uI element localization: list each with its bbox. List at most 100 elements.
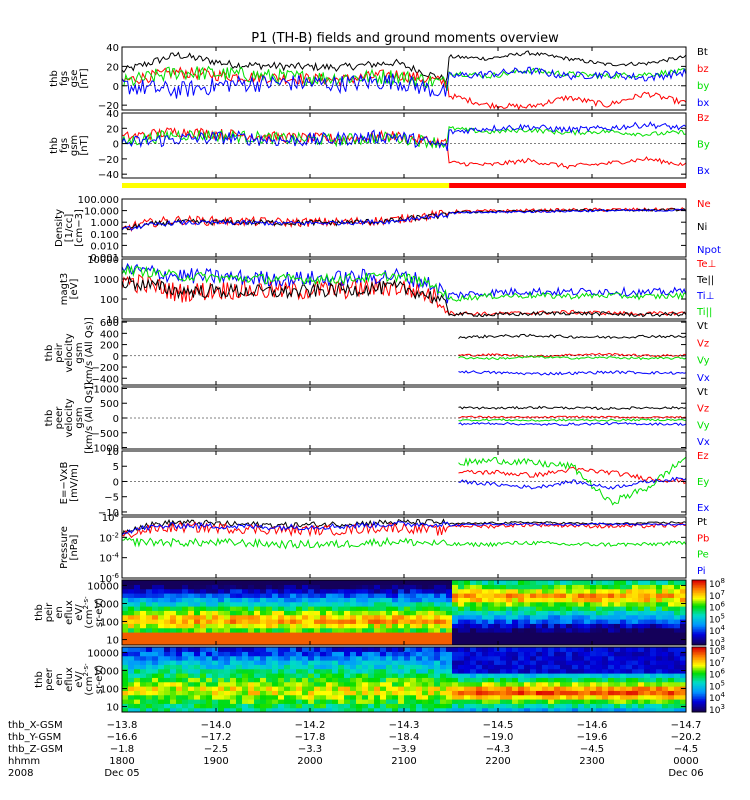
chart-title: P1 (TH-B) fields and ground moments over… <box>251 31 559 46</box>
x-axis-value: 2300 <box>579 756 604 767</box>
legend-entry: Bz <box>697 113 709 124</box>
legend-entry: Vz <box>697 404 709 415</box>
legend-entry: Pb <box>697 533 709 544</box>
colorbar-frame <box>691 579 707 646</box>
series-line-Vt <box>458 405 686 411</box>
spectrogram-image <box>122 647 686 712</box>
x-axis-value: −4.5 <box>580 744 604 755</box>
x-axis-value: −14.3 <box>389 720 420 731</box>
x-axis-value: −4.5 <box>674 744 698 755</box>
y-axis-label: E=−VxB <box>59 462 70 505</box>
y-axis-label: magt3 <box>59 273 70 306</box>
y-tick-label: −20 <box>98 155 119 166</box>
legend-entry: By <box>697 140 710 151</box>
x-axis-value: −13.8 <box>107 720 138 731</box>
y-axis-label: [cm−3] <box>74 209 85 247</box>
status-bar-segment <box>122 183 450 188</box>
x-axis-value: −14.5 <box>483 720 514 731</box>
y-tick-label: 0.100 <box>90 230 119 241</box>
series-group <box>458 405 686 427</box>
legend-entry: Ti|| <box>696 307 712 318</box>
legend-entry: Vy <box>697 420 710 431</box>
y-axis-label: eV/ <box>74 604 85 621</box>
series-line-Ne <box>122 206 686 233</box>
legend-entry: Vt <box>697 387 708 398</box>
y-axis-label: velocity <box>64 333 75 372</box>
y-tick-label: −20 <box>98 101 119 112</box>
y-axis-label: eflux <box>64 600 75 625</box>
x-axis-row-label: thb_Z-GSM <box>8 744 63 755</box>
y-axis-label: thb <box>34 671 45 688</box>
series-line-Te <box>122 273 686 317</box>
y-tick-label: 0 <box>113 352 119 363</box>
y-tick-label: 20 <box>106 62 119 73</box>
legend-entry: Te⊥ <box>696 259 716 270</box>
series-line-Ni <box>122 208 686 231</box>
legend-entry: Vx <box>697 437 710 448</box>
y-axis-label: gsm <box>74 342 85 363</box>
x-axis-value: −14.0 <box>201 720 232 731</box>
series-line-bz <box>122 66 686 110</box>
x-axis-value: −18.4 <box>389 732 420 743</box>
series-line-Vy <box>458 418 686 422</box>
series-line-Vx <box>458 370 686 376</box>
y-tick-label: 0.001 <box>90 253 119 264</box>
x-axis-value: −16.6 <box>107 732 138 743</box>
y-axis-label: peer <box>54 406 65 430</box>
y-tick-label: 10 <box>106 315 119 326</box>
legend-entry: Vt <box>697 321 708 332</box>
y-tick-label: 10 <box>106 703 119 714</box>
x-axis-value: 1900 <box>203 756 228 767</box>
y-tick-label: 1000 <box>94 599 119 610</box>
y-tick-label: −400 <box>92 374 119 385</box>
legend-entry: Vz <box>697 338 709 349</box>
legend-entry: Ni <box>697 222 707 233</box>
panel-peer_velocity: Vt Vz Vy Vx 1000 500 0 −500 −1000 thb peer velocity… <box>44 382 710 454</box>
y-axis-label: Pressure <box>59 526 70 569</box>
y-axis-label: gsm <box>74 407 85 428</box>
legend-entry: Pi <box>697 566 706 577</box>
y-tick-label: 1000 <box>94 384 119 395</box>
y-axis-label: sr-eV) <box>94 598 105 627</box>
x-axis-row-label: thb_Y-GSM <box>8 732 61 743</box>
legend-entry: Bt <box>697 47 708 58</box>
x-axis-value: −20.2 <box>671 732 702 743</box>
y-tick-label: 10000 <box>87 255 119 266</box>
y-tick-label: −1000 <box>85 444 119 455</box>
y-axis-label: gse <box>69 70 80 88</box>
x-axis-value: −17.2 <box>201 732 232 743</box>
y-tick-label: 100 <box>102 511 119 524</box>
y-tick-label: 10000 <box>87 581 119 592</box>
y-tick-label: 100.000 <box>78 195 119 206</box>
y-axis-label: [km/s (All Qs)] <box>84 382 95 454</box>
series-line-Vx <box>458 421 686 427</box>
y-axis-label: peer <box>44 667 55 691</box>
y-tick-label: 1000 <box>94 275 119 286</box>
x-axis-value: 0000 <box>673 756 698 767</box>
y-tick-label: 0 <box>113 82 119 93</box>
y-tick-label: 0 <box>113 414 119 425</box>
legend-entry: Pt <box>697 517 707 528</box>
y-axis-label: [km/s (All Qs)] <box>84 317 95 389</box>
y-axis-label: eV/ <box>74 671 85 688</box>
panel-fgs_gse: Bt bz by bx 40 20 0 −20 thb fgs gse [nT] <box>49 43 709 112</box>
y-tick-label: 500 <box>100 399 119 410</box>
y-tick-label: 100 <box>100 685 119 696</box>
y-axis-label: [nT] <box>79 68 90 88</box>
spectrogram-image <box>122 580 686 645</box>
status-bar-segment <box>449 183 686 188</box>
series-group <box>122 121 686 170</box>
x-axis-row-label: hhmm <box>8 756 40 767</box>
colorbar-tick-label: 103 <box>709 703 725 716</box>
y-axis-label: [nPa] <box>69 534 80 560</box>
y-tick-label: 5 <box>113 462 119 473</box>
